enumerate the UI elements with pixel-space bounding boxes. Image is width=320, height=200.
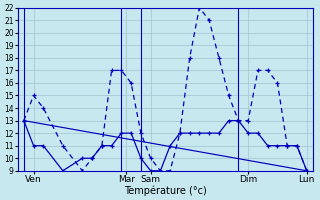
X-axis label: Température (°c): Température (°c) xyxy=(124,185,207,196)
